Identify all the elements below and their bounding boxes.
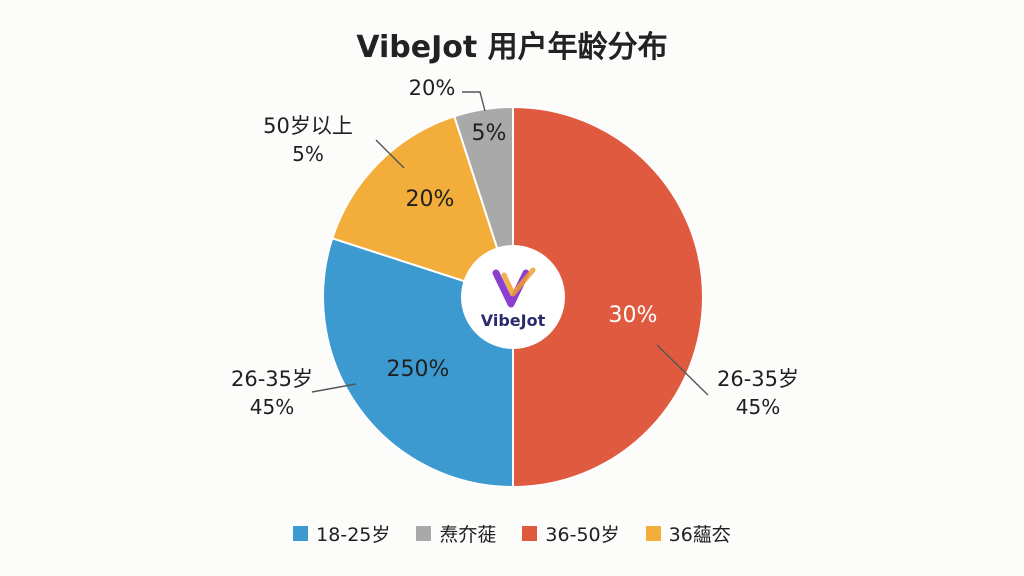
legend-item: 36蘊厺: [645, 520, 731, 547]
legend-label: 18-25岁: [316, 524, 391, 546]
slice-outer-pct: 45%: [736, 395, 780, 419]
pie-slice: [331, 115, 515, 299]
legend-item: 36-50岁: [522, 520, 620, 547]
slice-inner-label: 30%: [609, 303, 658, 328]
chart-title: VibeJot 用户年龄分布: [356, 30, 668, 65]
legend-swatch: [293, 526, 309, 541]
slice-inner-label: 5%: [472, 121, 507, 146]
leader-line: [656, 344, 709, 396]
legend-label: 焘夰蓰: [439, 524, 497, 546]
center-logo-text: VibeJot: [481, 311, 546, 330]
slice-inner-label: 20%: [406, 187, 455, 212]
legend-swatch: [645, 526, 661, 541]
slice-outer-label: 20%: [409, 76, 456, 100]
slice-inner-label: 250%: [387, 357, 450, 382]
vibejot-logo-icon: [492, 267, 536, 308]
slice-outer-label: 26-35岁: [717, 367, 799, 391]
legend-swatch: [416, 526, 432, 541]
leader-line: [375, 139, 405, 169]
slice-outer-pct: 45%: [250, 395, 294, 419]
legend-label: 36-50岁: [545, 524, 620, 546]
slice-outer-label: 26-35岁: [231, 367, 313, 391]
slice-outer-label: 50岁以上: [263, 114, 353, 138]
leader-line: [311, 383, 357, 393]
legend-item: 焘夰蓰: [416, 520, 496, 547]
legend-label: 36蘊厺: [668, 524, 731, 546]
legend-item: 18-25岁: [293, 520, 390, 547]
legend-swatch: [522, 526, 538, 541]
center-logo: VibeJot: [461, 245, 565, 349]
slice-outer-pct: 5%: [292, 142, 324, 166]
pie-slice: [512, 105, 704, 489]
leader-line: [462, 91, 486, 112]
chart-legend: 18-25岁 焘夰蓰 36-50岁 36蘊厺: [0, 520, 1024, 547]
